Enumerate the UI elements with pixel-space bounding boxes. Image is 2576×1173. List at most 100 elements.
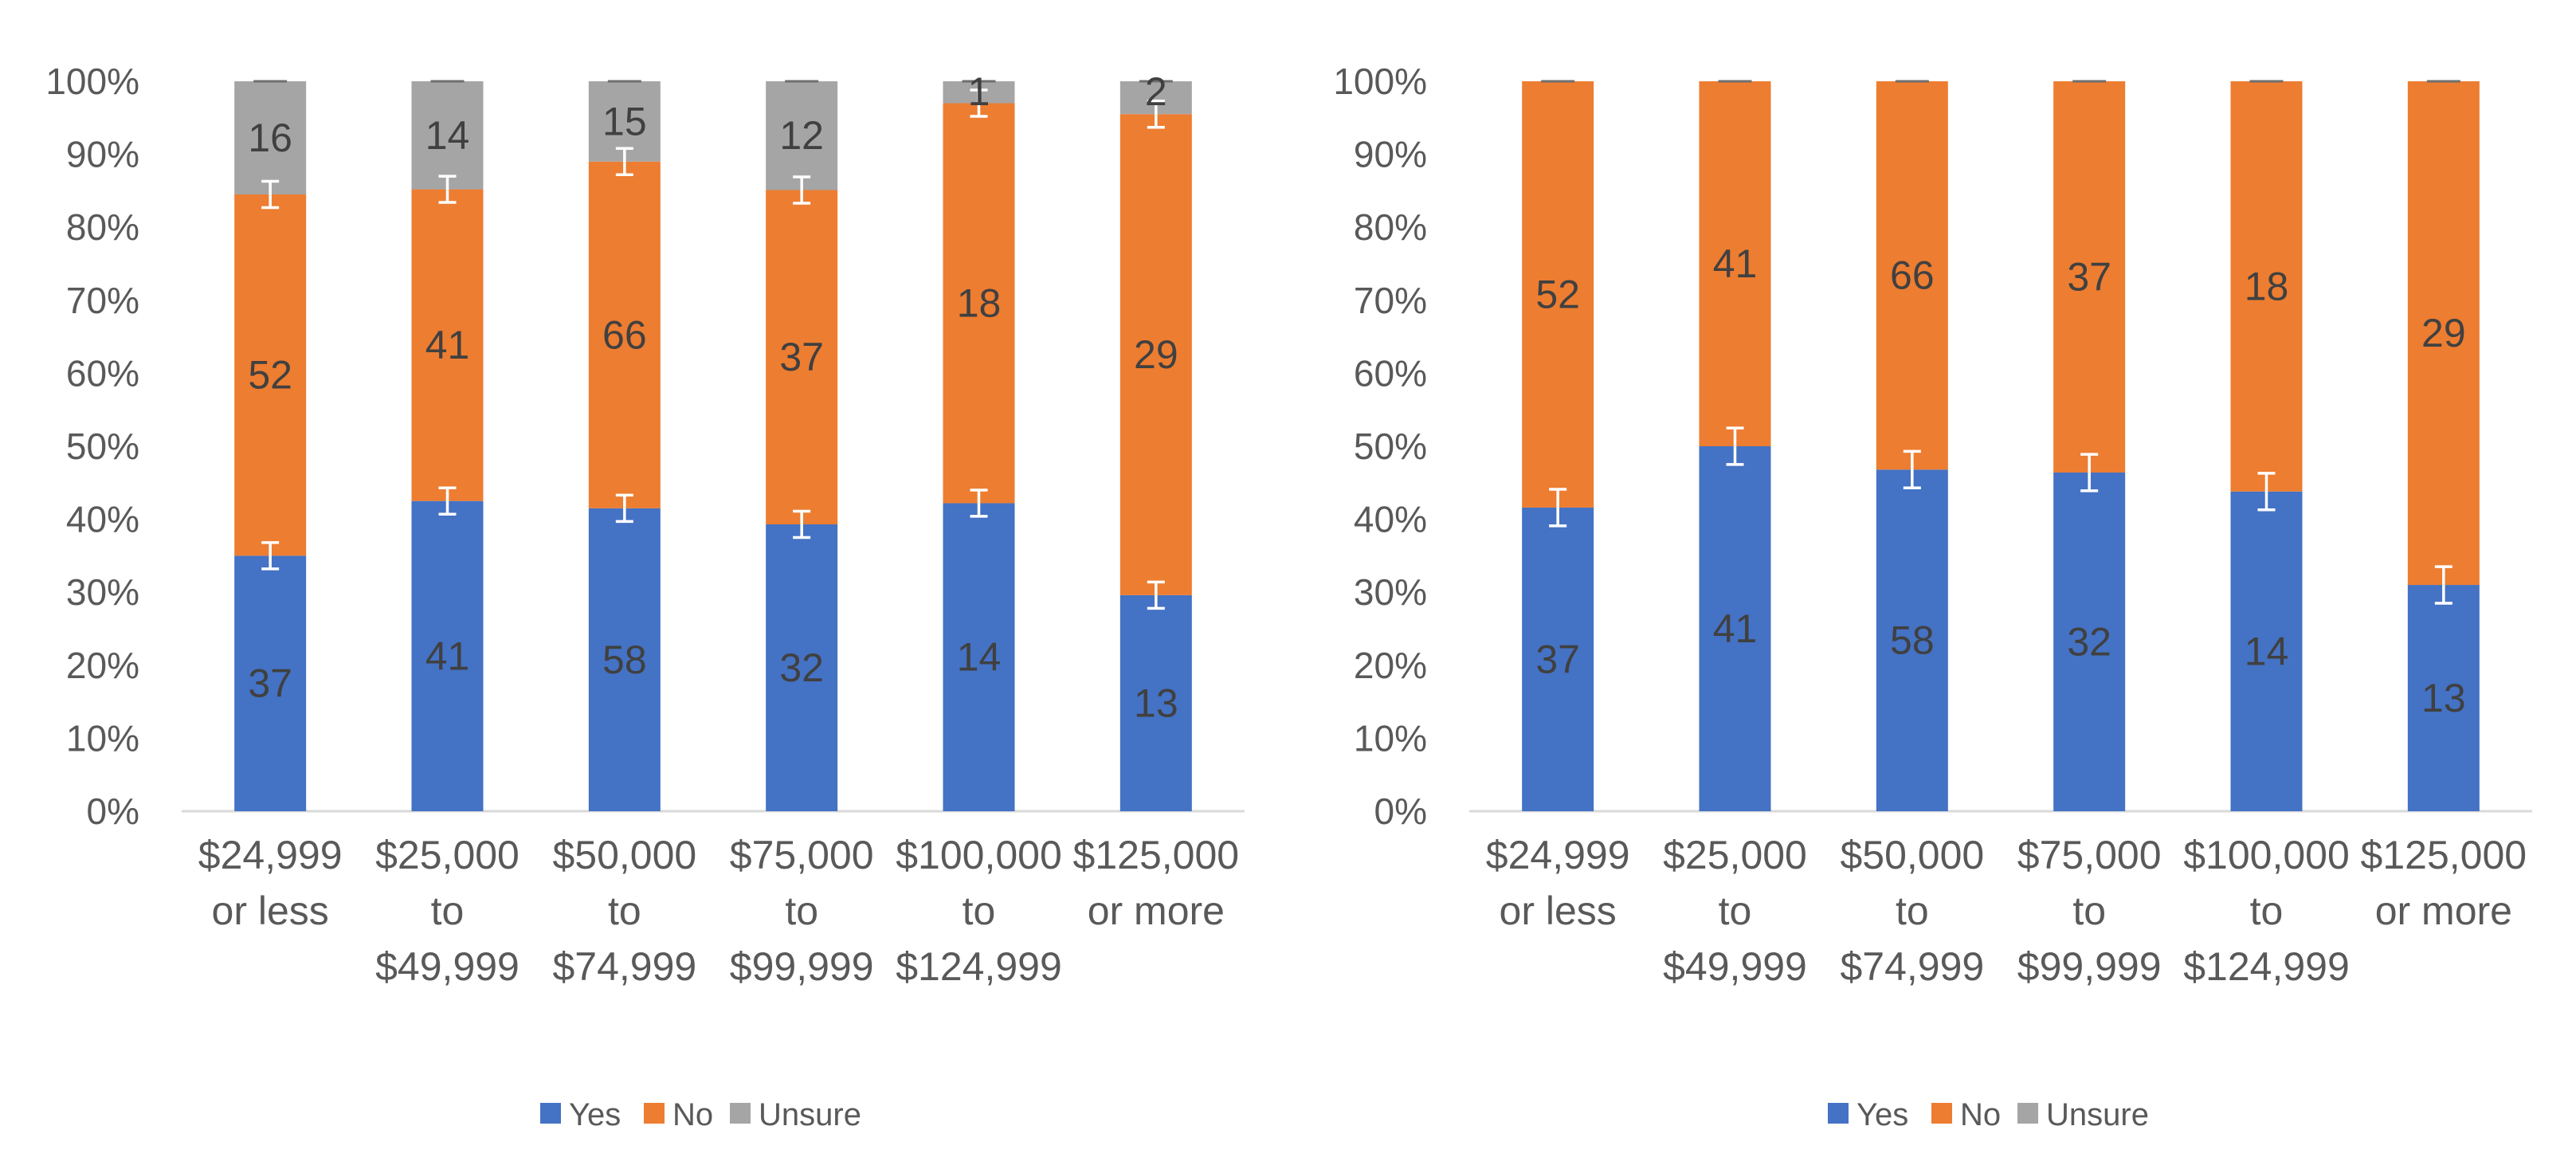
legend-swatch [730, 1103, 751, 1124]
category-label: $75,000 to $99,999 [2017, 833, 2162, 989]
y-tick-label: 80% [66, 206, 139, 248]
error-bar [438, 175, 457, 204]
error-bar [970, 88, 988, 118]
y-tick-label: 10% [1354, 717, 1427, 759]
bar-no [1522, 81, 1594, 508]
chart-left: 0% 10% 20% 30% 40% 50% 60% 70% 80% 90% 100% 37 52 16 $… [45, 61, 1245, 1132]
y-tick-label: 90% [66, 134, 139, 175]
legend-swatch [540, 1103, 561, 1124]
data-label-no: 29 [1134, 332, 1178, 377]
category-label: $24,999 or less [1486, 833, 1630, 933]
category-label: $125,000 or more [1073, 833, 1240, 933]
legend-swatch [644, 1103, 665, 1124]
category-label: $125,000 or more [2361, 833, 2527, 933]
y-tick-label: 30% [66, 571, 139, 613]
bar-yes [1119, 594, 1192, 811]
bar-no [1119, 114, 1192, 595]
data-label-yes: 58 [1890, 618, 1935, 663]
bar-yes [2053, 472, 2126, 811]
legend-item-no: No [1931, 1097, 2001, 1132]
data-label-yes: 13 [2421, 676, 2466, 720]
category-label: $100,000 to $124,999 [896, 833, 1062, 989]
y-tick-label: 10% [66, 717, 139, 759]
data-label-yes: 14 [957, 635, 1002, 680]
y-tick-label: 70% [1354, 280, 1427, 321]
data-label-no: 18 [2245, 264, 2289, 308]
chart-right: 0% 10% 20% 30% 40% 50% 60% 70% 80% 90% 100% 37 52 $24… [1333, 61, 2532, 1132]
data-label-yes: 32 [779, 645, 824, 690]
data-label-yes: 58 [602, 638, 647, 682]
legend-item-yes: Yes [540, 1097, 621, 1132]
legend-item-no: No [644, 1097, 713, 1132]
y-tick-label: 90% [1354, 134, 1427, 175]
legend-swatch [1931, 1103, 1952, 1124]
data-label-unsure: 15 [602, 99, 647, 143]
bar-no [2407, 81, 2480, 586]
legend-label: Yes [569, 1097, 621, 1132]
error-bar [1549, 488, 1567, 528]
data-label-yes: 14 [2245, 629, 2289, 673]
bar-yes [943, 503, 1015, 811]
error-bar [2434, 565, 2452, 605]
data-label-unsure: 1 [968, 69, 990, 114]
error-bar [615, 147, 633, 176]
y-tick-label: 100% [1333, 61, 1427, 102]
y-tick-label: 40% [66, 499, 139, 540]
category-label: $50,000 to $74,999 [1840, 833, 1984, 989]
bar-yes [588, 508, 661, 811]
category-label: $50,000 to $74,999 [552, 833, 696, 989]
legend-item-yes: Yes [1828, 1097, 1908, 1132]
y-tick-label: 80% [1354, 206, 1427, 248]
legend-swatch [2017, 1103, 2038, 1124]
y-tick-label: 0% [87, 790, 139, 832]
bar-unsure [234, 81, 307, 194]
error-bar [1147, 580, 1165, 610]
legend-label: No [672, 1097, 713, 1132]
data-label-no: 18 [957, 280, 1002, 325]
y-tick-label: 100% [45, 61, 139, 102]
data-label-unsure: 14 [425, 113, 470, 158]
data-label-unsure: 12 [779, 113, 824, 158]
bar-no [588, 161, 661, 508]
y-tick-label: 30% [1354, 571, 1427, 613]
category-label: $100,000 to $124,999 [2183, 833, 2350, 989]
data-label-yes: 37 [248, 661, 292, 706]
error-bar [1726, 426, 1744, 466]
bar-no [2053, 81, 2126, 473]
category-label: $25,000 to $49,999 [375, 833, 520, 989]
y-tick-label: 50% [1354, 426, 1427, 467]
error-bar [438, 486, 457, 516]
error-bar [970, 488, 988, 518]
y-tick-label: 0% [1374, 790, 1427, 832]
bar-yes [234, 555, 307, 811]
data-label-no: 52 [248, 353, 292, 398]
bar-yes [2230, 491, 2303, 811]
bar-yes [766, 524, 838, 811]
legend-label: No [1960, 1097, 2001, 1132]
category-label: $75,000 to $99,999 [730, 833, 874, 989]
bar-no [411, 189, 484, 501]
data-label-unsure: 16 [248, 116, 292, 160]
error-bar [2257, 472, 2276, 512]
data-label-no: 37 [2067, 254, 2111, 299]
y-tick-label: 40% [1354, 499, 1427, 540]
bar-yes [1522, 507, 1594, 811]
data-label-no: 66 [1890, 253, 1935, 298]
bar-no [943, 103, 1015, 504]
data-label-no: 41 [1713, 241, 1758, 286]
data-label-yes: 37 [1535, 637, 1580, 681]
y-tick-label: 70% [66, 280, 139, 321]
legend-item-unsure: Unsure [2017, 1097, 2149, 1132]
error-bar [793, 509, 811, 539]
bar-no [1699, 81, 1771, 446]
y-tick-label: 20% [1354, 645, 1427, 686]
bar-unsure [411, 81, 484, 190]
data-label-no: 41 [425, 323, 470, 367]
data-label-no: 37 [779, 335, 824, 379]
bar-no [2230, 81, 2303, 492]
category-label: $25,000 to $49,999 [1663, 833, 1807, 989]
error-bar [2080, 453, 2099, 492]
legend-swatch [1828, 1103, 1849, 1124]
data-label-unsure: 2 [1145, 69, 1167, 114]
